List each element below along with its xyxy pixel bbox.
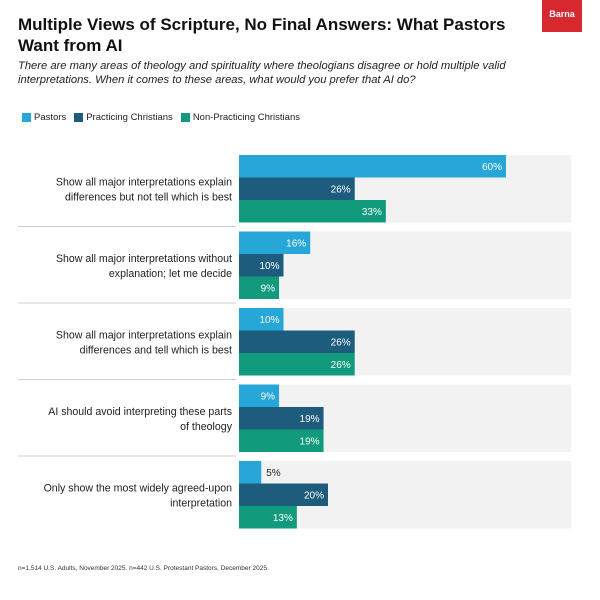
category-label: AI should avoid interpreting these parts [48, 406, 232, 418]
legend-item-pastors: Pastors [22, 112, 66, 123]
data-label-practicing: 19% [300, 414, 320, 425]
data-label-pastors: 9% [261, 391, 276, 402]
data-label-pastors: 10% [259, 315, 279, 326]
data-label-pastors: 5% [266, 468, 281, 479]
barna-logo: Barna [542, 0, 582, 32]
bar-non-practicing [239, 276, 280, 299]
bar-practicing [239, 177, 355, 200]
bar-non-practicing [239, 200, 386, 223]
data-label-pastors: 16% [286, 238, 306, 249]
category-label: interpretation [170, 497, 232, 509]
legend-label-non-practicing: Non-Practicing Christians [192, 112, 300, 123]
bar-pastors [239, 384, 280, 407]
category-label: of theology [180, 421, 233, 433]
category-label: differences but not tell which is best [65, 191, 232, 203]
bar-non-practicing [239, 429, 324, 452]
legend-label-practicing: Practicing Christians [86, 112, 173, 123]
legend-swatch-pastors [22, 113, 31, 122]
data-label-practicing: 26% [331, 184, 351, 195]
legend: Pastors Practicing Christians Non-Practi… [22, 112, 308, 123]
data-label-non-practicing: 19% [300, 436, 320, 447]
chart-subtitle: There are many areas of theology and spi… [18, 60, 506, 86]
data-label-pastors: 60% [482, 162, 502, 173]
category-label: Show all major interpretations explain [56, 329, 232, 341]
data-label-practicing: 26% [331, 337, 351, 348]
bar-practicing [239, 254, 284, 277]
category-label: explanation; let me decide [109, 268, 232, 280]
footnote: n=1,514 U.S. Adults, November 2025. n=44… [18, 565, 269, 572]
bar-non-practicing [239, 353, 355, 376]
data-label-non-practicing: 13% [273, 513, 293, 524]
legend-swatch-practicing [74, 113, 84, 122]
bar-pastors [239, 461, 262, 484]
bar-non-practicing [239, 506, 297, 529]
data-label-non-practicing: 26% [331, 360, 351, 371]
category-label: Show all major interpretations without [56, 253, 232, 265]
bar-pastors [239, 231, 311, 254]
bar-practicing [239, 483, 328, 506]
data-label-practicing: 10% [259, 261, 279, 272]
legend-label-pastors: Pastors [34, 112, 67, 123]
legend-swatch-non-practicing [180, 113, 190, 122]
legend-item-practicing: Practicing Christians [74, 112, 173, 123]
bar-practicing [239, 407, 324, 430]
legend-item-non-practicing: Non-Practicing Christians [180, 112, 300, 123]
data-label-non-practicing: 33% [362, 207, 382, 218]
category-label: Show all major interpretations explain [56, 176, 232, 188]
bar-pastors [239, 308, 284, 331]
data-label-practicing: 20% [304, 490, 324, 501]
category-label: differences and tell which is best [80, 344, 232, 356]
bar-pastors [239, 155, 506, 178]
bar-practicing [239, 330, 355, 353]
chart-title: Multiple Views of Scripture, No Final An… [18, 15, 506, 55]
category-label: Only show the most widely agreed-upon [44, 482, 233, 494]
bar-chart: Show all major interpretations explain di… [18, 155, 571, 529]
data-label-non-practicing: 9% [261, 283, 276, 294]
